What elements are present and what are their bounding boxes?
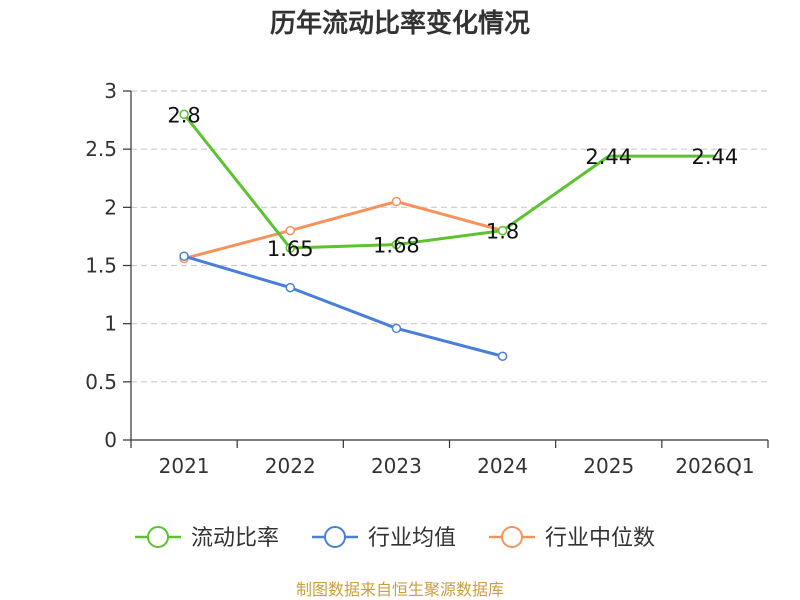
- data-label: 2.44: [585, 145, 632, 169]
- y-tick-label: 1.5: [85, 254, 117, 278]
- x-tick-label: 2021: [159, 454, 210, 478]
- y-tick-label: 3: [104, 79, 117, 103]
- x-tick-label: 2025: [583, 454, 634, 478]
- legend-marker-icon: [147, 526, 169, 548]
- legend-item: 行业均值: [312, 526, 456, 551]
- y-tick-label: 0: [104, 428, 117, 452]
- grid: [131, 90, 768, 383]
- data-point: [391, 239, 402, 250]
- legend-label: 行业均值: [368, 526, 456, 551]
- data-point: [285, 225, 295, 236]
- series-line: [182, 200, 505, 261]
- data-point: [497, 351, 508, 361]
- data-point: [179, 109, 189, 120]
- y-tick-label: 0.5: [85, 370, 117, 394]
- x-tick-label: 2026Q1: [675, 454, 754, 478]
- data-label: 1.8: [486, 220, 519, 244]
- chart-title: 历年流动比率变化情况: [270, 8, 530, 39]
- legend-item: 行业中位数: [489, 526, 655, 551]
- y-tick-label: 2.5: [85, 137, 117, 161]
- data-point: [391, 323, 402, 334]
- data-label: 1.68: [373, 234, 420, 258]
- data-point: [285, 282, 295, 293]
- legend-label: 流动比率: [191, 526, 279, 551]
- data-label: 2.8: [167, 103, 200, 127]
- x-tick-label: 2023: [371, 454, 422, 478]
- series-line: [182, 112, 717, 250]
- data-point: [391, 196, 402, 207]
- series-layer: [179, 109, 717, 361]
- data-point: [497, 225, 508, 236]
- data-point: [179, 251, 189, 261]
- source-note: 制图数据来自恒生聚源数据库: [296, 580, 504, 599]
- data-label: 1.65: [267, 237, 314, 261]
- data-labels: 2.8 1.65 1.68 1.8 2.44 2.44: [167, 103, 738, 261]
- legend: 流动比率 行业均值 行业中位数: [135, 526, 655, 551]
- legend-item: 流动比率: [135, 526, 279, 551]
- data-point: [285, 243, 295, 253]
- data-label: 2.44: [692, 145, 739, 169]
- y-tick-label: 1: [104, 312, 117, 336]
- x-tick-label: 2024: [477, 454, 528, 478]
- axes: 0 0.5 1 1.5 2 2.5 3 2021 2022 2023 2024 2025 2026Q1: [85, 79, 769, 478]
- legend-label: 行业中位数: [545, 526, 655, 551]
- legend-marker-icon: [501, 526, 523, 548]
- series-line: [182, 254, 505, 358]
- y-tick-label: 2: [104, 195, 117, 219]
- legend-marker-icon: [324, 526, 346, 548]
- x-tick-label: 2022: [265, 454, 316, 478]
